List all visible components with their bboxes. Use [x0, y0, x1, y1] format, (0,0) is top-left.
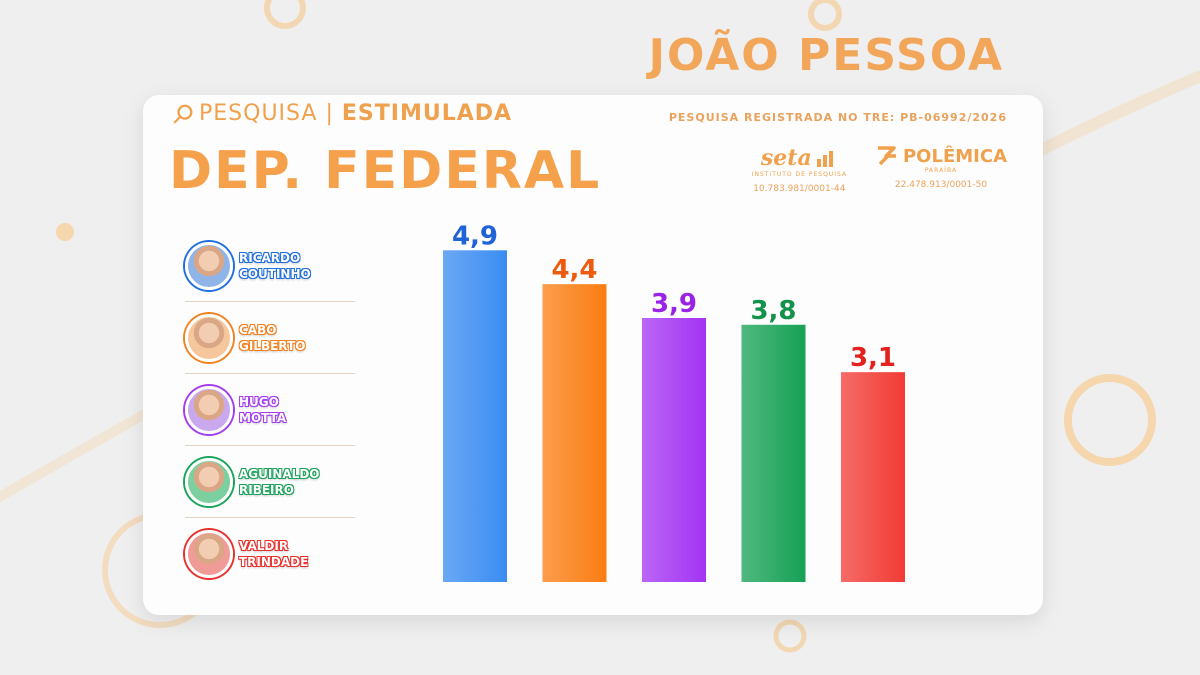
bar-chart: 4,9 4,4 3,9 3,8 3,1	[443, 221, 905, 583]
tagline-label: PESQUISA	[199, 101, 318, 126]
candidate-name: HUGO MOTTA	[239, 394, 287, 425]
candidate-list: RICARDO COUTINHO CABO GILBERTO HUGO MOTTA A…	[185, 230, 355, 590]
tagline-type: ESTIMULADA	[341, 101, 513, 126]
seta-cnpj: 10.783.981/0001-44	[753, 184, 846, 194]
tagline-separator: |	[325, 101, 334, 126]
polemica-logo-subtitle: PARAÍBA	[924, 167, 958, 174]
bar-value-label: 3,1	[850, 343, 896, 373]
candidate-avatar	[185, 530, 233, 578]
polemica-logo-name: POLÊMICA	[902, 145, 1007, 167]
candidate-avatar	[185, 385, 233, 434]
registration-text: PESQUISA REGISTRADA NO TRE: PB-06992/202…	[668, 111, 1007, 124]
candidate-item: VALDIR TRINDADE	[185, 518, 355, 590]
candidate-item: HUGO MOTTA	[185, 374, 355, 446]
bar	[741, 324, 806, 582]
candidate-item: CABO GILBERTO	[185, 302, 355, 374]
candidate-name: AGUINALDO RIBEIRO	[239, 466, 320, 497]
bar-value-label: 4,4	[551, 255, 597, 285]
seta-logo: seta INSTITUTO DE PESQUISA 10.783.981/00…	[752, 145, 847, 194]
candidate-avatar	[185, 457, 233, 506]
candidate-avatar	[185, 313, 233, 362]
bar-value-label: 3,8	[750, 296, 796, 326]
search-icon	[173, 104, 193, 123]
candidate-item: RICARDO COUTINHO	[185, 230, 355, 302]
candidate-avatar	[185, 241, 233, 290]
bar-chart-icon	[816, 151, 833, 167]
city-title: JOÃO PESSOA	[648, 30, 1004, 81]
polemica-logo: POLÊMICA PARAÍBA 22.478.913/0001-50	[875, 145, 1007, 194]
bar	[841, 372, 905, 582]
bar-value-label: 3,9	[651, 289, 697, 319]
candidate-name: VALDIR TRINDADE	[239, 539, 309, 569]
poll-card: PESQUISA | ESTIMULADA DEP. FEDERAL PESQU…	[143, 95, 1043, 615]
page-title: DEP. FEDERAL	[169, 141, 602, 201]
candidate-name: CABO GILBERTO	[239, 322, 306, 353]
bar	[443, 250, 507, 583]
logos: seta INSTITUTO DE PESQUISA 10.783.981/00…	[752, 145, 1007, 194]
polemica-mark-icon	[877, 146, 896, 166]
poll-tagline: PESQUISA | ESTIMULADA	[173, 101, 512, 126]
seta-logo-subtitle: INSTITUTO DE PESQUISA	[751, 171, 847, 178]
polemica-cnpj: 22.478.913/0001-50	[894, 180, 988, 190]
bar-value-label: 4,9	[452, 221, 498, 251]
candidate-item: AGUINALDO RIBEIRO	[185, 446, 355, 518]
bar	[642, 318, 706, 582]
seta-logo-name: seta	[760, 145, 812, 171]
bar	[542, 284, 607, 582]
candidate-name: RICARDO COUTINHO	[239, 250, 311, 281]
